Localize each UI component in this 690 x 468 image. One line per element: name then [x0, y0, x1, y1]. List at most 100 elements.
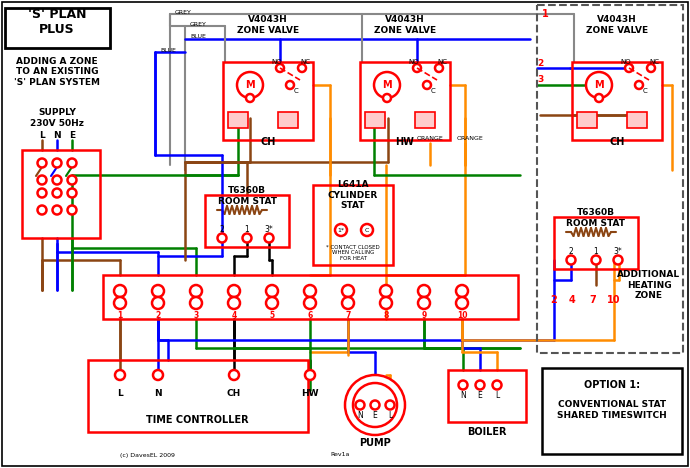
Circle shape [418, 285, 430, 297]
Circle shape [305, 370, 315, 380]
Circle shape [229, 370, 239, 380]
Text: 7: 7 [590, 295, 596, 305]
Circle shape [114, 285, 126, 297]
Bar [278, 112, 298, 128]
Text: E: E [373, 410, 377, 419]
Text: 10: 10 [457, 312, 467, 321]
Circle shape [423, 81, 431, 89]
Circle shape [591, 256, 600, 264]
Text: V4043H
ZONE VALVE: V4043H ZONE VALVE [374, 15, 436, 35]
Text: 2: 2 [155, 312, 161, 321]
Circle shape [115, 370, 125, 380]
Bar [542, 368, 682, 454]
Bar [313, 185, 393, 265]
Bar [572, 62, 662, 140]
Circle shape [237, 72, 263, 98]
Text: ADDITIONAL
HEATING
ZONE: ADDITIONAL HEATING ZONE [618, 270, 680, 300]
Circle shape [493, 380, 502, 389]
Circle shape [152, 285, 164, 297]
Text: GREY: GREY [175, 9, 192, 15]
Text: 2: 2 [537, 58, 543, 67]
Bar [537, 5, 683, 353]
Text: M: M [594, 80, 604, 90]
Text: 10: 10 [607, 295, 621, 305]
Text: BLUE: BLUE [160, 47, 176, 52]
Text: 2: 2 [219, 226, 224, 234]
Text: 4: 4 [231, 312, 237, 321]
Circle shape [114, 297, 126, 309]
Text: * CONTACT CLOSED
WHEN CALLING
FOR HEAT: * CONTACT CLOSED WHEN CALLING FOR HEAT [326, 245, 380, 261]
Text: 4: 4 [569, 295, 575, 305]
Text: L: L [117, 388, 123, 397]
Circle shape [458, 380, 468, 389]
Text: 3*: 3* [265, 226, 273, 234]
Bar [577, 112, 597, 128]
Circle shape [613, 256, 622, 264]
Circle shape [413, 64, 421, 72]
Circle shape [37, 189, 46, 197]
Bar [88, 360, 308, 432]
Circle shape [342, 297, 354, 309]
Bar [223, 62, 313, 140]
Text: N: N [460, 392, 466, 401]
Text: 9: 9 [422, 312, 426, 321]
Bar [415, 112, 435, 128]
Text: NO: NO [621, 59, 631, 65]
Circle shape [276, 64, 284, 72]
Text: 2: 2 [569, 248, 573, 256]
Text: HW: HW [395, 137, 415, 147]
Text: V4043H
ZONE VALVE: V4043H ZONE VALVE [237, 15, 299, 35]
Circle shape [566, 256, 575, 264]
Circle shape [435, 64, 443, 72]
Text: BLUE: BLUE [190, 35, 206, 39]
Circle shape [190, 297, 202, 309]
Text: GREY: GREY [190, 22, 207, 27]
Text: C: C [294, 88, 298, 94]
Text: L: L [39, 132, 45, 140]
Text: NC: NC [300, 59, 310, 65]
Text: C: C [365, 227, 369, 233]
Text: E: E [477, 392, 482, 401]
Text: N: N [53, 132, 61, 140]
Text: T6360B
ROOM STAT: T6360B ROOM STAT [566, 208, 626, 228]
Text: C: C [642, 88, 647, 94]
Circle shape [228, 285, 240, 297]
Circle shape [266, 285, 278, 297]
Text: 'S' PLAN
PLUS: 'S' PLAN PLUS [28, 8, 86, 36]
Circle shape [353, 383, 397, 427]
Circle shape [355, 401, 364, 410]
Circle shape [52, 205, 61, 214]
Text: L641A
CYLINDER
STAT: L641A CYLINDER STAT [328, 180, 378, 210]
Circle shape [37, 159, 46, 168]
Circle shape [345, 375, 405, 435]
Text: ORANGE: ORANGE [417, 136, 444, 140]
Circle shape [246, 94, 254, 102]
Bar [22, 150, 100, 238]
Text: 6: 6 [307, 312, 313, 321]
Text: L: L [388, 410, 392, 419]
Circle shape [456, 285, 468, 297]
Text: N: N [357, 410, 363, 419]
Text: PUMP: PUMP [359, 438, 391, 448]
Bar [554, 217, 638, 269]
Circle shape [647, 64, 655, 72]
Text: 3*: 3* [613, 248, 622, 256]
Text: C: C [431, 88, 435, 94]
Circle shape [595, 94, 603, 102]
Circle shape [264, 234, 273, 242]
Circle shape [380, 285, 392, 297]
Text: 3: 3 [537, 75, 543, 85]
Circle shape [380, 297, 392, 309]
Circle shape [37, 205, 46, 214]
Circle shape [456, 297, 468, 309]
Circle shape [52, 189, 61, 197]
Bar [228, 112, 248, 128]
Bar [205, 195, 289, 247]
Text: NC: NC [649, 59, 659, 65]
Text: 3: 3 [193, 312, 199, 321]
Text: NO: NO [272, 59, 282, 65]
Text: M: M [382, 80, 392, 90]
Text: N: N [154, 388, 162, 397]
Circle shape [52, 176, 61, 184]
Text: 7: 7 [345, 312, 351, 321]
